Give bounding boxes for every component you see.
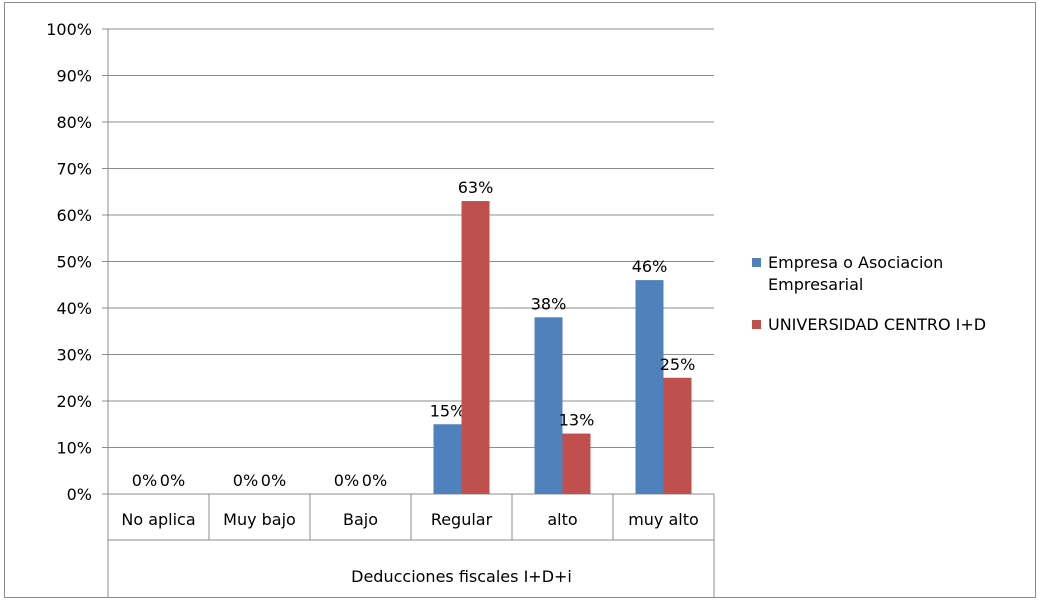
x-tick-label: Muy bajo: [223, 510, 296, 529]
data-label: 0%: [160, 471, 185, 490]
legend-label: UNIVERSIDAD CENTRO I+D: [768, 315, 986, 334]
y-tick-label: 60%: [56, 206, 92, 225]
y-tick-label: 70%: [56, 160, 92, 179]
bar: [534, 317, 563, 494]
bar: [635, 280, 664, 494]
data-label: 0%: [132, 471, 157, 490]
group-axis-label: Deducciones fiscales I+D+i: [351, 567, 572, 586]
y-tick-label: 80%: [56, 113, 92, 132]
x-tick-label: No aplica: [121, 510, 195, 529]
y-tick-label: 0%: [67, 485, 92, 504]
x-tick-label: Regular: [431, 510, 493, 529]
y-tick-label: 10%: [56, 439, 92, 458]
x-tick-label: muy alto: [628, 510, 699, 529]
bar: [461, 201, 490, 495]
y-tick-label: 90%: [56, 67, 92, 86]
bar: [433, 424, 462, 494]
legend-swatch: [752, 320, 761, 329]
y-tick-label: 40%: [56, 299, 92, 318]
data-label: 63%: [458, 178, 494, 197]
x-tick-label: alto: [547, 510, 577, 529]
y-tick-label: 30%: [56, 346, 92, 365]
data-label: 46%: [632, 257, 668, 276]
data-label: 0%: [233, 471, 258, 490]
legend-label: Empresa o Asociacion: [768, 253, 943, 272]
x-tick-label: Bajo: [343, 510, 378, 529]
data-label: 0%: [334, 471, 359, 490]
data-label: 15%: [430, 401, 466, 420]
data-label: 0%: [261, 471, 286, 490]
data-label: 25%: [660, 355, 696, 374]
legend-swatch: [752, 258, 761, 267]
bar: [663, 377, 692, 494]
y-tick-label: 20%: [56, 392, 92, 411]
data-label: 38%: [531, 294, 567, 313]
y-tick-label: 100%: [46, 20, 92, 39]
legend-label: Empresarial: [768, 275, 863, 294]
bar: [562, 433, 591, 494]
y-tick-label: 50%: [56, 253, 92, 272]
data-label: 0%: [362, 471, 387, 490]
chart-frame: [4, 2, 1036, 598]
data-label: 13%: [559, 411, 595, 430]
